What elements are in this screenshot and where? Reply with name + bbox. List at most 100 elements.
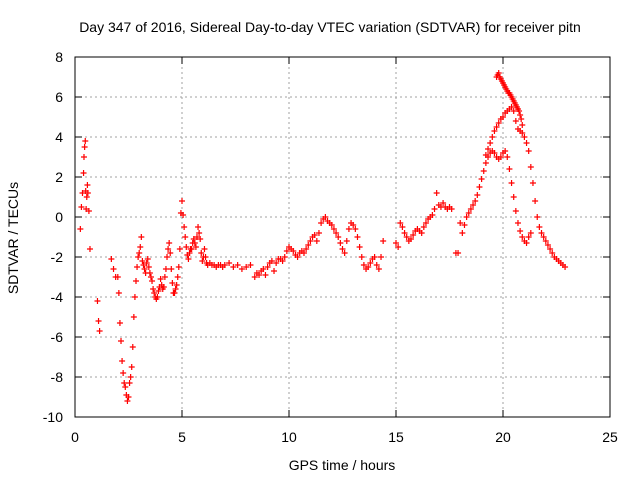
data-point: [538, 230, 545, 236]
data-point: [243, 264, 250, 270]
data-point: [354, 234, 361, 240]
data-point: [343, 238, 350, 244]
x-tick-label: 15: [388, 429, 404, 445]
data-point: [185, 256, 192, 262]
data-point: [525, 234, 532, 240]
data-point: [260, 266, 267, 272]
data-point: [110, 266, 117, 272]
data-point: [303, 246, 310, 252]
data-point: [161, 274, 168, 280]
data-point: [82, 138, 89, 144]
data-point: [371, 254, 378, 260]
data-point: [517, 228, 524, 234]
data-point: [115, 290, 122, 296]
data-point: [508, 104, 515, 110]
data-point: [512, 118, 519, 124]
y-tick-label: -2: [51, 249, 64, 265]
data-point: [143, 260, 150, 266]
y-axis-label: SDTVAR / TECUs: [5, 182, 21, 294]
data-point: [429, 212, 436, 218]
data-point: [264, 264, 271, 270]
data-point: [179, 198, 185, 204]
data-point: [125, 394, 132, 400]
data-point: [457, 220, 464, 226]
data-point: [397, 220, 404, 226]
data-point: [506, 166, 513, 172]
data-point: [294, 254, 301, 260]
data-point: [198, 250, 205, 256]
data-point: [305, 242, 312, 248]
data-point: [131, 294, 138, 300]
data-point: [485, 146, 492, 152]
data-point: [114, 274, 121, 280]
data-point: [202, 254, 209, 260]
data-point: [251, 274, 258, 280]
data-point: [500, 114, 506, 120]
data-point: [508, 180, 515, 186]
data-point: [311, 232, 318, 238]
data-point: [86, 246, 93, 252]
data-point: [186, 250, 193, 256]
data-point: [529, 180, 536, 186]
data-point: [281, 254, 288, 260]
data-point: [487, 140, 494, 146]
data-point: [512, 208, 519, 214]
data-point: [262, 272, 269, 278]
data-point: [517, 112, 524, 118]
data-point: [119, 358, 126, 364]
data-point: [333, 230, 340, 236]
data-point: [465, 210, 472, 216]
data-point: [165, 246, 172, 252]
data-point: [527, 230, 534, 236]
data-point: [83, 194, 90, 200]
data-point: [128, 364, 135, 370]
data-point: [440, 200, 447, 206]
data-point: [341, 250, 348, 256]
data-point: [337, 240, 344, 246]
data-point: [495, 120, 502, 126]
data-point: [393, 240, 399, 246]
data-point: [318, 220, 325, 226]
x-tick-label: 10: [281, 429, 297, 445]
data-point: [160, 284, 167, 290]
data-point: [395, 244, 402, 250]
data-point: [191, 240, 198, 246]
data-point: [489, 134, 496, 140]
data-point: [328, 222, 335, 228]
data-point: [493, 124, 500, 130]
data-point: [96, 328, 103, 334]
data-point: [135, 254, 142, 260]
data-point: [491, 128, 498, 134]
data-point: [322, 214, 329, 220]
data-point: [403, 234, 410, 240]
data-point: [139, 258, 146, 264]
data-point: [190, 236, 197, 242]
data-point: [461, 222, 468, 228]
data-point: [536, 224, 543, 230]
data-point: [345, 226, 352, 232]
data-point: [155, 288, 162, 294]
data-point: [271, 268, 278, 274]
data-point: [433, 190, 440, 196]
data-point: [166, 240, 173, 246]
data-point: [525, 148, 532, 154]
x-tick-label: 0: [71, 429, 79, 445]
x-axis-label: GPS time / hours: [289, 457, 396, 473]
data-point: [150, 286, 157, 292]
data-point: [247, 262, 254, 268]
x-tick-label: 25: [602, 429, 618, 445]
data-point: [121, 380, 128, 386]
data-point: [478, 176, 485, 182]
data-point: [399, 224, 406, 230]
data-point: [463, 214, 470, 220]
data-point: [350, 222, 357, 228]
data-point: [519, 130, 526, 136]
data-point: [290, 248, 297, 254]
data-point: [183, 244, 190, 250]
data-point: [562, 264, 569, 270]
data-point: [169, 280, 176, 286]
data-point: [84, 190, 91, 196]
data-point: [339, 246, 346, 252]
data-point: [335, 234, 342, 240]
